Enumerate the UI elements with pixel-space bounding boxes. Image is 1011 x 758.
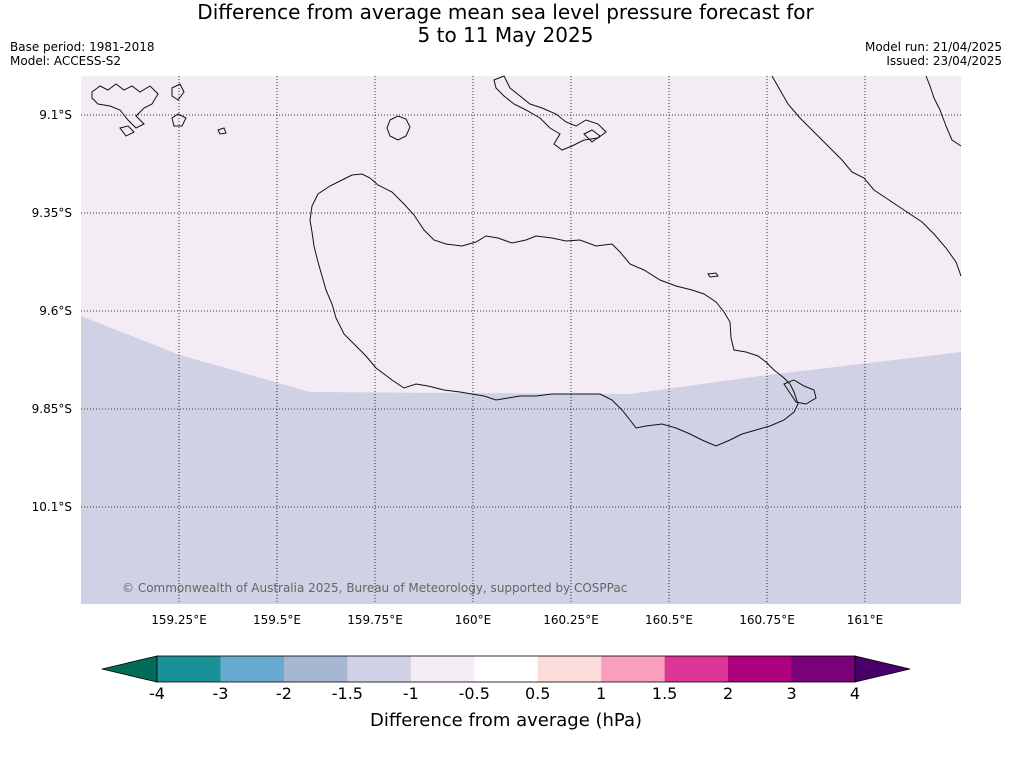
lower-fill-region — [81, 316, 961, 604]
lat-labels: 9.1°S 9.35°S 9.6°S 9.85°S 10.1°S — [32, 108, 72, 514]
coastline-russell-islands — [91, 83, 159, 129]
lon-label: 160.75°E — [739, 613, 795, 627]
colorbar: -4 -3 -2 -1.5 -1 -0.5 0.5 1 1.5 2 3 4 Difference fr… — [101, 655, 911, 731]
colorbar-cell — [157, 656, 221, 682]
base-period-text: Base period: 1981-2018 — [10, 40, 155, 54]
coastline-group — [91, 75, 962, 447]
lon-label: 159.75°E — [347, 613, 403, 627]
coastline-russell-small-3 — [119, 125, 135, 137]
meta-right: Model run: 21/04/2025 Issued: 23/04/2025 — [865, 40, 1002, 68]
coastline-malaita — [771, 75, 962, 277]
colorbar-extend-high — [854, 655, 911, 683]
coastline-malaita-east — [925, 75, 962, 147]
colorbar-tick-label: -0.5 — [459, 684, 490, 703]
colorbar-tick-labels: -4 -3 -2 -1.5 -1 -0.5 0.5 1 1.5 2 3 4 — [149, 684, 860, 703]
coastline-marau-islets — [783, 379, 817, 405]
colorbar-tick-label: 3 — [786, 684, 796, 703]
colorbar-tick-label: 4 — [850, 684, 860, 703]
colorbar-tick-label: -2 — [276, 684, 292, 703]
lat-label: 9.85°S — [32, 402, 72, 416]
colorbar-outline — [156, 655, 856, 683]
coastline-islet-1 — [707, 272, 719, 278]
colorbar-cell — [283, 656, 348, 682]
coastline-savo-island — [386, 115, 411, 141]
colorbar-tick-label: -4 — [149, 684, 165, 703]
coastline-russell-small-4 — [217, 127, 227, 135]
colorbar-tick-label: 1.5 — [652, 684, 677, 703]
copyright-notice: © Commonwealth of Australia 2025, Bureau… — [122, 581, 627, 595]
colorbar-extend-low — [101, 655, 158, 683]
colorbar-tick-label: -1.5 — [332, 684, 363, 703]
map-gridlines — [81, 76, 961, 604]
lon-label: 159.25°E — [151, 613, 207, 627]
map-panel: 9.1°S 9.35°S 9.6°S 9.85°S 10.1°S 159.25°… — [32, 75, 962, 627]
coastline-ngella-small — [583, 129, 601, 143]
colorbar-cell — [728, 656, 793, 682]
lon-label: 159.5°E — [253, 613, 301, 627]
colorbar-tick-label: 1 — [596, 684, 606, 703]
issued-text: Issued: 23/04/2025 — [886, 54, 1002, 68]
lat-label: 9.35°S — [32, 206, 72, 220]
lon-label: 160.5°E — [645, 613, 693, 627]
lon-label: 160.25°E — [543, 613, 599, 627]
lon-label: 161°E — [847, 613, 884, 627]
colorbar-tick-label: -3 — [212, 684, 228, 703]
colorbar-tick-label: 0.5 — [525, 684, 550, 703]
colorbar-cell — [537, 656, 602, 682]
lat-label: 10.1°S — [32, 500, 72, 514]
colorbar-title: Difference from average (hPa) — [370, 710, 642, 731]
colorbar-cell — [791, 656, 856, 682]
lat-label: 9.1°S — [39, 108, 72, 122]
colorbar-tick-label: 2 — [723, 684, 733, 703]
coastline-russell-small-1 — [171, 83, 185, 101]
meta-left: Base period: 1981-2018 Model: ACCESS-S2 — [10, 40, 155, 68]
lat-label: 9.6°S — [39, 304, 72, 318]
colorbar-cells — [157, 656, 856, 682]
colorbar-cell — [474, 656, 539, 682]
colorbar-cell — [601, 656, 666, 682]
colorbar-tick-label: -1 — [403, 684, 419, 703]
colorbar-cell — [347, 656, 412, 682]
coastline-guadalcanal — [309, 173, 799, 447]
model-text: Model: ACCESS-S2 — [10, 54, 122, 68]
model-run-text: Model run: 21/04/2025 — [864, 40, 1002, 54]
chart-title-line-2: 5 to 11 May 2025 — [417, 23, 594, 47]
lon-labels: 159.25°E 159.5°E 159.75°E 160°E 160.25°E… — [151, 613, 883, 627]
colorbar-cell — [664, 656, 729, 682]
colorbar-cell — [220, 656, 285, 682]
lon-label: 160°E — [455, 613, 492, 627]
colorbar-cell — [410, 656, 475, 682]
chart-title-line-1: Difference from average mean sea level p… — [197, 0, 814, 24]
